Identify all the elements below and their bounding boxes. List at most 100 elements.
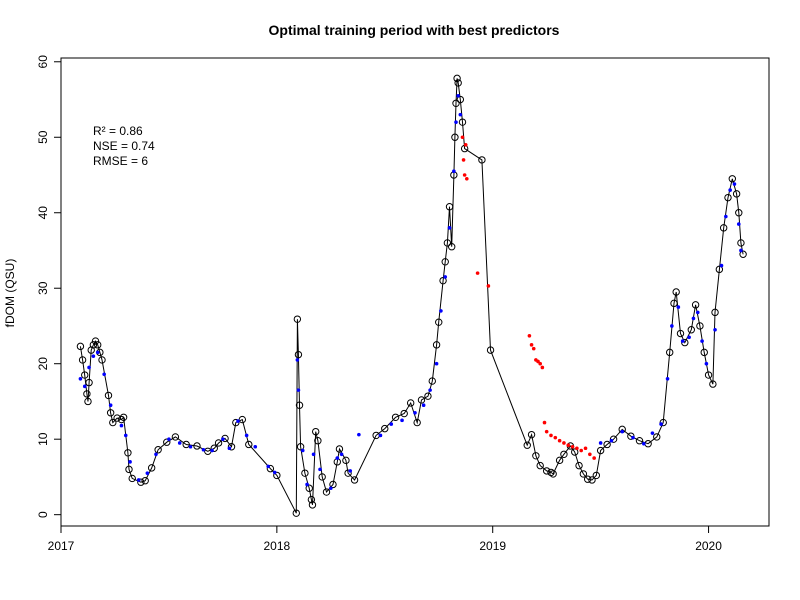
observed-point [238,415,247,424]
observed-point [441,258,449,266]
observed-point [672,288,680,296]
observed-point [711,308,719,317]
predicted-test-point [529,343,534,347]
observed-point [124,449,132,457]
predicted-test-point [527,333,532,338]
observed-point [439,276,447,285]
observed-point [163,438,171,446]
observed-point [318,473,326,481]
predicted-test-point [536,359,540,364]
observed-point [350,476,359,484]
observed-point [305,484,313,492]
observed-point [294,350,303,359]
plot-frame [60,57,770,527]
predicted-train-point [620,429,625,434]
observed-point [715,265,724,274]
observed-point [542,467,551,475]
observed-point [579,470,588,478]
y-tick-label: 0 [36,511,50,518]
predicted-train-point [443,275,448,279]
observed-point [670,299,678,308]
observed-point [435,318,443,326]
observed-point [445,203,454,211]
predicted-train-point [609,438,614,443]
observed-point [106,409,115,417]
observed-point [737,239,745,247]
predicted-train-point [91,354,96,358]
predicted-train-point [413,410,417,415]
observed-point [681,338,689,347]
predicted-train-point [102,372,106,377]
y-tick-label: 60 [36,55,50,69]
predicted-test-point [566,443,571,448]
predicted-train-point [676,305,681,309]
observed-point [719,224,728,232]
predicted-train-point [236,419,240,423]
observed-point [609,435,618,443]
y-tick-label: 20 [36,357,50,371]
predicted-train-point [123,433,128,438]
predicted-test-point [588,452,592,457]
observed-line [79,78,744,514]
predicted-train-point [456,93,460,98]
predicted-train-point [221,437,225,441]
observed-point [98,356,106,364]
observed-point [443,239,452,247]
observed-point [193,442,201,450]
observed-point [293,315,302,323]
predicted-train-point [695,310,700,315]
predicted-test-point [538,361,542,366]
observed-point [596,446,605,455]
predicted-test-point [475,271,480,275]
y-tick-label: 10 [36,432,50,446]
predicted-train-point [700,339,704,343]
observed-point [406,399,415,407]
observed-point [424,392,432,400]
observed-point [314,437,322,445]
predicted-train-point [728,188,732,192]
predicted-train-point [434,361,439,366]
predicted-train-point [188,444,193,449]
predicted-train-point [95,350,100,355]
observed-point [592,471,601,480]
predicted-test-point [463,143,468,147]
observed-point [232,418,240,427]
predicted-test-point [544,429,549,434]
y-tick-label: 30 [36,281,50,295]
predicted-train-point [650,431,655,435]
predicted-train-point [119,423,124,428]
observed-point [307,495,316,504]
predicted-train-point [452,169,456,174]
observed-point [635,437,644,445]
observed-point [301,469,309,477]
observed-point [454,79,462,87]
observed-point [724,193,732,202]
stats-annotations: R² = 0.86 NSE = 0.74 RMSE = 6 [93,124,155,168]
observed-point [83,390,91,398]
observed-point [732,190,741,198]
observed-point [295,401,304,409]
predicted-train-point [454,120,458,124]
observed-series [76,74,747,517]
predicted-train-point [305,482,309,487]
observed-point [381,424,389,433]
predicted-train-point [439,309,443,313]
predicted-train-point [201,447,206,452]
nse-annotation: NSE = 0.74 [93,139,155,153]
observed-point [171,433,180,441]
observed-point [527,430,536,439]
predicted-train-point [724,214,728,219]
observed-point [523,441,531,449]
observed-point [575,461,583,470]
observed-point [128,474,136,483]
observed-point [154,446,162,454]
predicted-train-point [704,361,709,366]
predicted-train-point [339,452,344,457]
observed-point [676,329,685,338]
observed-point [182,440,190,449]
predicted-train-point [82,384,87,389]
observed-point [141,477,149,485]
y-tick-label: 40 [36,206,50,220]
predicted-test-point [583,446,588,451]
predicted-train-point [266,464,271,469]
